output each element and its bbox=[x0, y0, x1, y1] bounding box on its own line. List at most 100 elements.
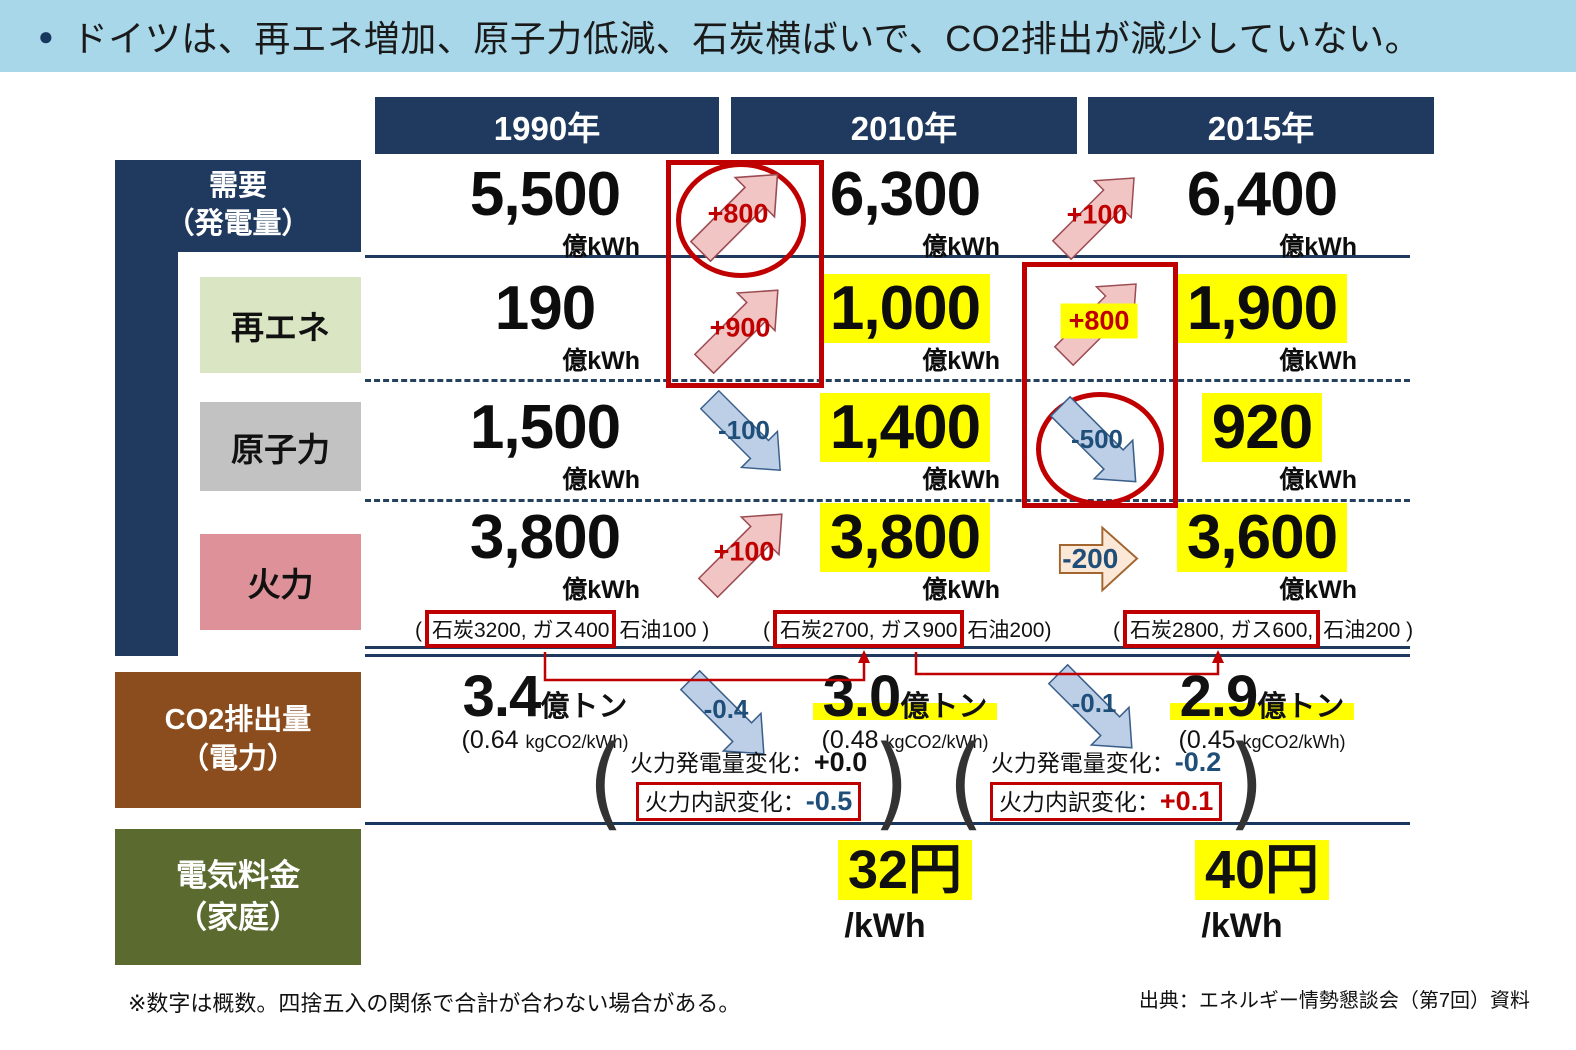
co2-2015-cell: 2.9億トン (0.45 kgCO2/kWh) bbox=[1112, 668, 1412, 755]
row-label-thermal: 火力 bbox=[200, 534, 361, 630]
divider-dashed bbox=[365, 379, 1410, 382]
mix-rest: 石油200) bbox=[967, 619, 1052, 642]
thermal-delta1-label: +100 bbox=[713, 536, 775, 567]
banner: ● ドイツは、再エネ増加、原子力低減、石炭横ばいで、CO2排出が減少していない。 bbox=[0, 0, 1576, 72]
annotation-line2: 火力内訳変化：-0.5 bbox=[635, 782, 862, 821]
row-label-demand: 需要 （発電量） bbox=[115, 160, 361, 252]
unit-label: 億kWh bbox=[562, 466, 640, 495]
demand-delta1-label: +800 bbox=[707, 198, 769, 229]
demand-2010-cell: 6,300 億kWh bbox=[755, 163, 1055, 263]
thermal-delta2-right-arrow-icon: -200 bbox=[1050, 518, 1146, 600]
renewable-2015-value: 1,900 bbox=[1176, 274, 1348, 343]
co2-2010-value: 3.0 bbox=[822, 664, 902, 729]
mix-rest: 石油200 ) bbox=[1323, 619, 1414, 642]
nuclear-2015-cell: 920 億kWh bbox=[1112, 393, 1412, 496]
column-header-2010: 2010年 bbox=[731, 97, 1077, 154]
co2-1990-cell: 3.4億トン (0.64 kgCO2/kWh) bbox=[395, 668, 695, 755]
annotation-value2: +0.1 bbox=[1159, 786, 1214, 817]
unit-label: 億kWh bbox=[1279, 233, 1357, 262]
thermal-2015-cell: 3,600 億kWh bbox=[1112, 503, 1412, 606]
thermal-mix-1990: (石炭3200, ガス400 石油100 ) bbox=[415, 610, 709, 648]
nuclear-delta1-label: -100 bbox=[717, 415, 771, 446]
emphasis-circle-demand-up bbox=[676, 162, 806, 278]
demand-label-line2: （発電量） bbox=[165, 208, 311, 240]
emphasis-circle-nuclear-down bbox=[1036, 392, 1164, 506]
unit-label: 億kWh bbox=[1279, 466, 1357, 495]
source-credit: 出典：エネルギー情勢懇談会（第7回）資料 bbox=[1138, 990, 1530, 1012]
demand-delta1-up-arrow-icon: +800 bbox=[690, 166, 786, 262]
thermal-2015-value: 3,600 bbox=[1176, 503, 1348, 572]
mix-boxed-coal-gas: 石炭2800, ガス600, bbox=[1123, 610, 1321, 648]
co2-unit: 億トン bbox=[900, 691, 988, 723]
co2-label-line2: （電力） bbox=[179, 743, 296, 775]
co2-unit: 億トン bbox=[1257, 691, 1345, 723]
thermal-delta2-label: -200 bbox=[1062, 543, 1119, 574]
co2-2010-intensity: (0.48 bbox=[821, 726, 879, 754]
price-unit: /kWh bbox=[1201, 906, 1283, 945]
co2-2015-intensity: (0.45 bbox=[1178, 726, 1236, 754]
nuclear-delta1-down-arrow-icon: -100 bbox=[700, 390, 788, 478]
annotation-value2: -0.5 bbox=[805, 786, 853, 817]
price-label-line1: 電気料金 bbox=[176, 858, 300, 894]
column-header-2015: 2015年 bbox=[1088, 97, 1434, 154]
nuclear-2010-value: 1,400 bbox=[819, 393, 991, 462]
divider-solid bbox=[365, 822, 1410, 825]
nuclear-1990-value: 1,500 bbox=[469, 393, 621, 462]
paren-close: ) bbox=[1228, 723, 1265, 842]
price-unit: /kWh bbox=[844, 906, 926, 945]
nuclear-1990-cell: 1,500 億kWh bbox=[395, 396, 695, 496]
thermal-2010-value: 3,800 bbox=[819, 503, 991, 572]
renewable-2010-value: 1,000 bbox=[819, 274, 991, 343]
nuclear-delta2-down-arrow-icon: -500 bbox=[1050, 396, 1144, 490]
row-label-renewable: 再エネ bbox=[200, 277, 361, 373]
co2-delta2-down-arrow-icon: -0.1 bbox=[1048, 664, 1140, 756]
co2-intensity-unit: kgCO2/kWh) bbox=[1242, 732, 1346, 752]
column-header-1990: 1990年 bbox=[375, 97, 719, 154]
nuclear-2010-cell: 1,400 億kWh bbox=[755, 393, 1055, 496]
co2-intensity-unit: kgCO2/kWh) bbox=[885, 732, 989, 752]
nuclear-delta2-label: -500 bbox=[1070, 424, 1124, 455]
mix-open: ( bbox=[763, 619, 770, 642]
renewable-delta2-up-arrow-icon: +800 bbox=[1054, 276, 1144, 366]
demand-2015-cell: 6,400 億kWh bbox=[1112, 163, 1412, 263]
demand-1990-value: 5,500 bbox=[469, 160, 621, 229]
mix-rest: 石油100 ) bbox=[619, 619, 710, 642]
unit-label: 億kWh bbox=[922, 347, 1000, 376]
annotation-line2: 火力内訳変化：+0.1 bbox=[989, 782, 1223, 821]
unit-label: 億kWh bbox=[922, 576, 1000, 605]
unit-label: 億kWh bbox=[562, 347, 640, 376]
renewable-delta1-up-arrow-icon: +900 bbox=[694, 282, 786, 374]
unit-label: 億kWh bbox=[1279, 576, 1357, 605]
annotation-line1: 火力発電量変化：+0.0 bbox=[629, 747, 868, 777]
demand-delta2-up-arrow-icon: +100 bbox=[1052, 170, 1142, 260]
demand-1990-cell: 5,500 億kWh bbox=[395, 163, 695, 263]
divider-dashed bbox=[365, 499, 1410, 502]
price-2010-cell: 32円 /kWh bbox=[755, 840, 1055, 946]
co2-delta1-label: -0.4 bbox=[703, 693, 749, 724]
divider-solid bbox=[365, 255, 1410, 258]
renewable-delta1-label: +900 bbox=[709, 312, 771, 343]
price-2015-value: 40円 bbox=[1194, 840, 1330, 900]
bullet-icon: ● bbox=[38, 21, 54, 51]
paren-close: ) bbox=[873, 723, 910, 842]
co2-1990-value: 3.4 bbox=[462, 664, 542, 729]
renewable-2015-cell: 1,900 億kWh bbox=[1112, 274, 1412, 377]
row-label-price: 電気料金 （家庭） bbox=[115, 829, 361, 965]
thermal-mix-2015: (石炭2800, ガス600, 石油200 ) bbox=[1113, 610, 1413, 648]
paren-open: ( bbox=[588, 723, 624, 842]
annotation-value1: -0.2 bbox=[1174, 747, 1222, 777]
thermal-1990-value: 3,800 bbox=[469, 503, 621, 572]
co2-2015-value: 2.9 bbox=[1179, 664, 1259, 729]
unit-label: 億kWh bbox=[1279, 347, 1357, 376]
renewable-1990-cell: 190 億kWh bbox=[395, 277, 695, 377]
price-2010-value: 32円 bbox=[837, 840, 973, 900]
unit-label: 億kWh bbox=[922, 466, 1000, 495]
co2-1990-intensity: (0.64 bbox=[461, 726, 519, 754]
thermal-mix-2010: (石炭2700, ガス900 石油200) bbox=[763, 610, 1051, 648]
co2-delta2-label: -0.1 bbox=[1071, 687, 1117, 718]
mix-open: ( bbox=[415, 619, 422, 642]
row-label-nuclear: 原子力 bbox=[200, 402, 361, 491]
renewable-delta2-label: +800 bbox=[1060, 303, 1138, 339]
demand-2015-value: 6,400 bbox=[1186, 160, 1338, 229]
